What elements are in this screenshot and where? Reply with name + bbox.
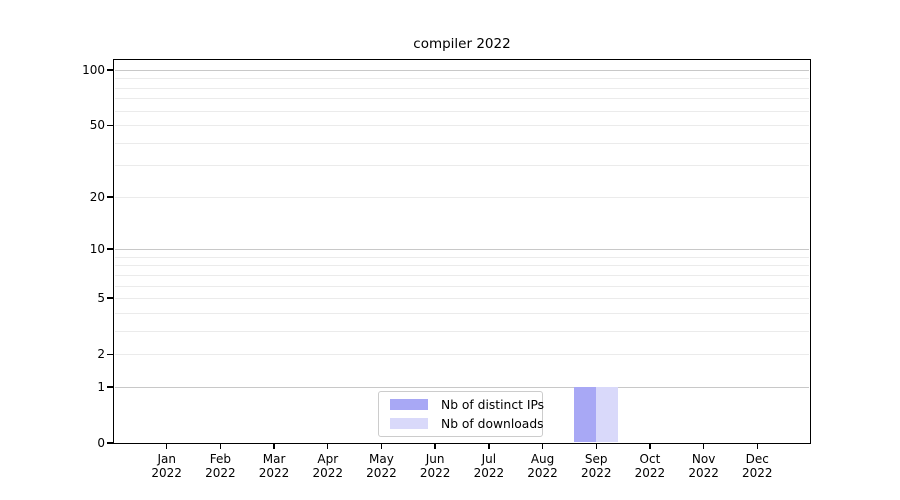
y-gridline-minor: [115, 196, 809, 198]
y-gridline-minor: [115, 256, 809, 258]
x-tick-month: May: [369, 452, 394, 466]
x-tick-month: Jun: [425, 452, 445, 466]
y-gridline-minor: [115, 298, 809, 300]
x-tick: [702, 444, 705, 449]
x-tick-month: Sep: [584, 452, 608, 466]
y-gridline-minor: [115, 274, 809, 276]
y-tick-label: 5: [97, 291, 105, 306]
y-tick-label: 2: [97, 347, 105, 362]
y-tick: [107, 353, 113, 355]
x-tick-year: 2022: [366, 466, 397, 480]
y-gridline-major: [115, 249, 809, 251]
y-gridline-minor: [115, 78, 809, 80]
y-gridline-minor: [115, 265, 809, 267]
bar-distinct-ips: [574, 386, 597, 443]
x-tick: [595, 444, 597, 449]
x-tick-month: Feb: [209, 452, 231, 466]
x-tick-month: Mar: [262, 452, 286, 466]
y-tick: [107, 442, 113, 444]
y-gridline-major: [115, 70, 809, 71]
y-gridline-minor: [115, 354, 809, 356]
x-tick-label: May 2022: [341, 452, 421, 480]
y-tick-label: 0: [97, 436, 105, 450]
y-gridline-minor: [115, 312, 809, 314]
x-tick-month: Dec: [745, 452, 769, 466]
y-gridline-minor: [115, 285, 809, 287]
y-tick-label: 100: [82, 63, 105, 77]
x-tick-year: 2022: [419, 466, 451, 480]
y-tick: [107, 297, 113, 299]
x-tick: [273, 444, 275, 449]
x-tick-year: 2022: [258, 466, 290, 480]
x-tick-month: Jan: [157, 452, 176, 466]
y-gridline-minor: [115, 87, 809, 89]
x-tick-month: Aug: [530, 452, 555, 466]
legend-label-downloads: Nb of downloads: [441, 416, 544, 431]
y-tick: [107, 124, 113, 126]
y-gridline-minor: [115, 98, 809, 100]
y-tick: [107, 69, 113, 71]
x-tick-label: Jul 2022: [449, 452, 529, 480]
x-tick: [219, 444, 222, 449]
x-tick-month: Jul: [481, 452, 497, 466]
x-tick: [380, 444, 383, 449]
x-tick-year: 2022: [688, 466, 719, 480]
x-tick: [488, 444, 490, 449]
chart-title: compiler 2022: [413, 36, 511, 52]
legend-item-distinct-ips: Nb of distinct IPs: [385, 398, 544, 412]
x-tick-month: Oct: [639, 452, 661, 466]
x-tick-label: Sep 2022: [556, 452, 636, 480]
legend-swatch-downloads-icon: [390, 418, 428, 429]
y-tick-label: 20: [89, 189, 105, 204]
y-gridline-minor: [115, 330, 809, 332]
y-gridline-minor: [115, 125, 809, 127]
legend: Nb of distinct IPs Nb of downloads: [378, 391, 544, 437]
x-tick-month: Apr: [317, 452, 339, 466]
x-tick-label: Jun 2022: [395, 452, 475, 480]
x-tick: [756, 444, 758, 449]
x-tick-year: 2022: [742, 466, 773, 480]
x-tick-label: Nov 2022: [664, 452, 744, 480]
legend-label-distinct-ips: Nb of distinct IPs: [441, 397, 545, 412]
plot-area: [113, 59, 811, 444]
y-tick: [107, 386, 113, 388]
x-tick-year: 2022: [312, 466, 344, 480]
y-gridline-minor: [115, 110, 809, 112]
x-tick-label: Aug 2022: [503, 452, 583, 480]
legend-swatch-distinct-ips-icon: [390, 399, 428, 410]
legend-item-downloads: Nb of downloads: [385, 417, 544, 431]
x-tick-label: Oct 2022: [610, 452, 690, 480]
y-gridline-major: [115, 386, 809, 388]
x-tick: [434, 444, 436, 449]
x-tick-year: 2022: [151, 466, 182, 480]
x-tick-year: 2022: [580, 466, 612, 480]
y-tick: [107, 196, 113, 198]
x-tick: [327, 444, 329, 449]
x-tick: [649, 444, 651, 449]
y-tick: [107, 248, 113, 250]
x-tick-label: Jan 2022: [127, 452, 207, 480]
x-tick-month: Nov: [691, 452, 716, 466]
x-tick-label: Feb 2022: [180, 452, 260, 480]
x-tick-year: 2022: [205, 466, 236, 480]
x-tick-year: 2022: [527, 466, 558, 480]
y-tick-label: 50: [89, 118, 105, 133]
x-tick-year: 2022: [634, 466, 666, 480]
x-tick: [541, 444, 544, 449]
y-gridline-minor: [115, 165, 809, 167]
x-tick-label: Apr 2022: [288, 452, 368, 480]
y-tick-label: 10: [89, 242, 105, 257]
x-tick-year: 2022: [473, 466, 505, 480]
x-tick-label: Mar 2022: [234, 452, 314, 480]
y-gridline-minor: [115, 142, 809, 144]
bar-downloads: [596, 386, 619, 443]
y-tick-label: 1: [97, 379, 105, 394]
x-tick-label: Dec 2022: [717, 452, 797, 480]
x-tick: [165, 444, 168, 449]
